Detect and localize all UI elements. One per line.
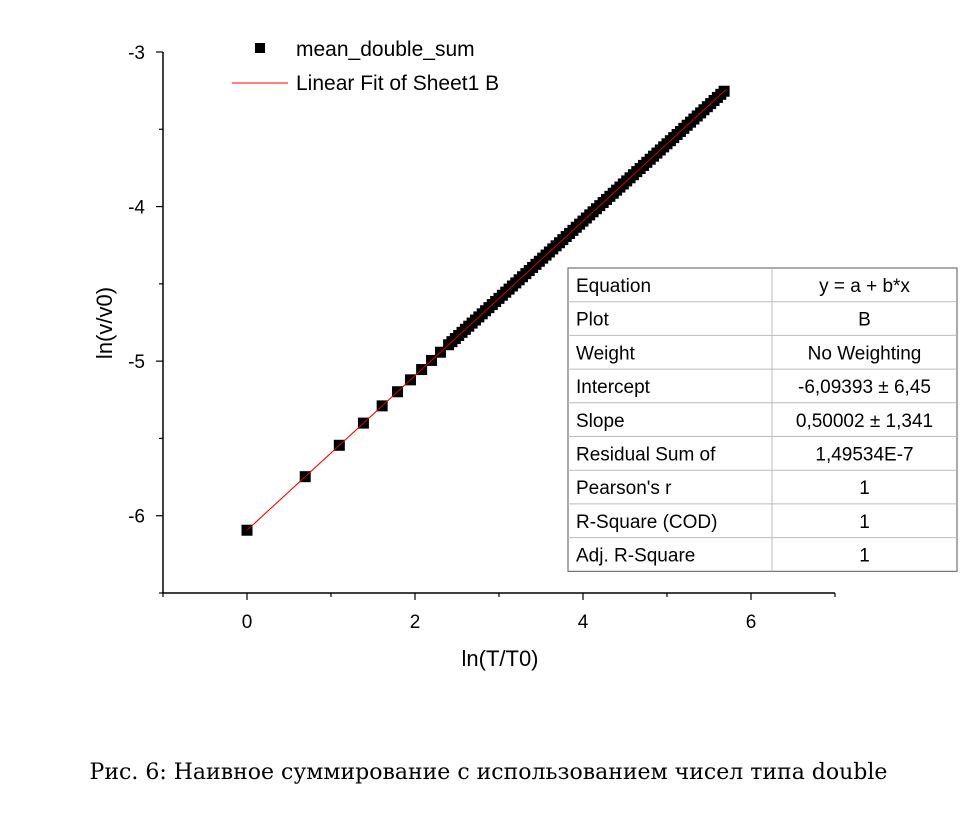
stats-value-3: -6,09393 ± 6,45: [798, 377, 931, 398]
x-tick-label-1: 2: [410, 612, 421, 633]
figure-caption: Рис. 6: Наивное суммирование с использов…: [89, 760, 888, 785]
stats-label-5: Residual Sum of: [576, 445, 716, 466]
legend-entry-1: Linear Fit of Sheet1 B: [296, 72, 499, 95]
stats-value-8: 1: [859, 546, 870, 567]
legend-marker-square: [255, 43, 265, 53]
stats-label-7: R-Square (COD): [576, 512, 717, 533]
stats-value-6: 1: [859, 478, 870, 499]
y-axis-title: ln(v/v0): [92, 287, 117, 359]
y-tick-label-2: -4: [128, 198, 145, 219]
y-tick-label-3: -3: [128, 43, 145, 64]
stats-table-border: [567, 267, 958, 572]
x-tick-label-2: 4: [578, 612, 589, 633]
tick-labels: 0 2 4 6 -6 -5 -4 -3: [128, 43, 756, 633]
chart: 0 2 4 6 -6 -5 -4 -3 ln(T/T0) ln(v/v0) mean_doub…: [92, 38, 958, 671]
fit-line-overlay: [246, 89, 727, 531]
legend: mean_double_sum Linear Fit of Sheet1 B: [232, 38, 499, 95]
scatter-points: [241, 85, 730, 536]
stats-value-1: B: [858, 310, 871, 331]
stats-value-7: 1: [859, 512, 870, 533]
stats-value-5: 1,49534E-7: [815, 445, 913, 466]
axes: [156, 51, 836, 600]
legend-entry-0: mean_double_sum: [296, 38, 475, 61]
x-axis-title: ln(T/T0): [462, 646, 539, 671]
y-tick-label-1: -5: [128, 352, 145, 373]
stats-value-0: y = a + b*x: [819, 276, 910, 297]
stats-label-2: Weight: [576, 343, 636, 364]
stats-label-3: Intercept: [576, 377, 651, 398]
stats-value-2: No Weighting: [808, 343, 922, 364]
fit-stats-table: Equation y = a + b*x Plot B Weight No Weighti…: [567, 267, 958, 572]
x-tick-label-0: 0: [242, 612, 253, 633]
stats-label-6: Pearson's r: [576, 478, 672, 499]
stats-label-4: Slope: [576, 411, 625, 432]
x-tick-label-3: 6: [746, 612, 757, 633]
stats-label-0: Equation: [576, 276, 651, 297]
stats-label-1: Plot: [576, 310, 609, 331]
stats-label-8: Adj. R-Square: [576, 546, 695, 567]
stats-value-4: 0,50002 ± 1,341: [796, 411, 933, 432]
y-tick-label-0: -6: [128, 507, 145, 528]
